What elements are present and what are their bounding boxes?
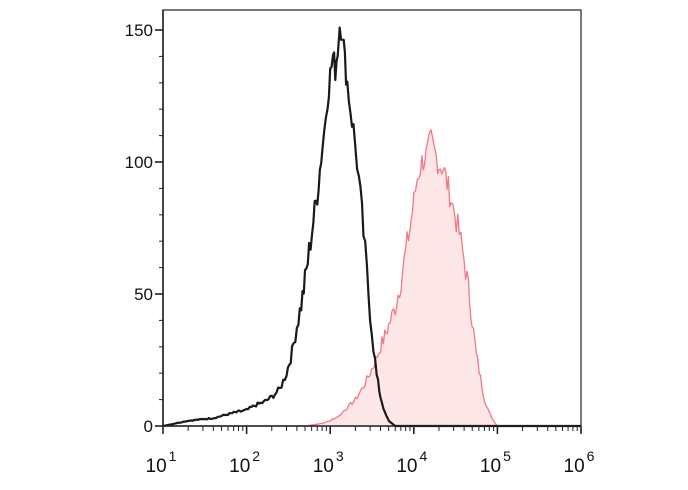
y-tick-label: 50 xyxy=(134,285,153,304)
x-tick-label: 10 5 xyxy=(480,448,511,477)
y-tick-label: 100 xyxy=(125,153,153,172)
series-area-1 xyxy=(163,129,581,426)
x-tick-label: 10 6 xyxy=(564,448,595,477)
axis-layer: 0 50 100 150 10 1 10 2 10 3 10 4 10 5 10 6 xyxy=(125,10,595,477)
x-tick-label: 10 4 xyxy=(396,448,427,477)
series-line-0 xyxy=(162,26,581,428)
x-tick-label: 10 3 xyxy=(313,448,344,477)
series-layer xyxy=(162,26,581,428)
x-tick-label: 10 2 xyxy=(229,448,260,477)
x-tick-label: 10 1 xyxy=(146,448,177,477)
y-tick-label: 150 xyxy=(125,21,153,40)
y-tick-label: 0 xyxy=(144,417,153,436)
plot-frame xyxy=(162,9,582,427)
